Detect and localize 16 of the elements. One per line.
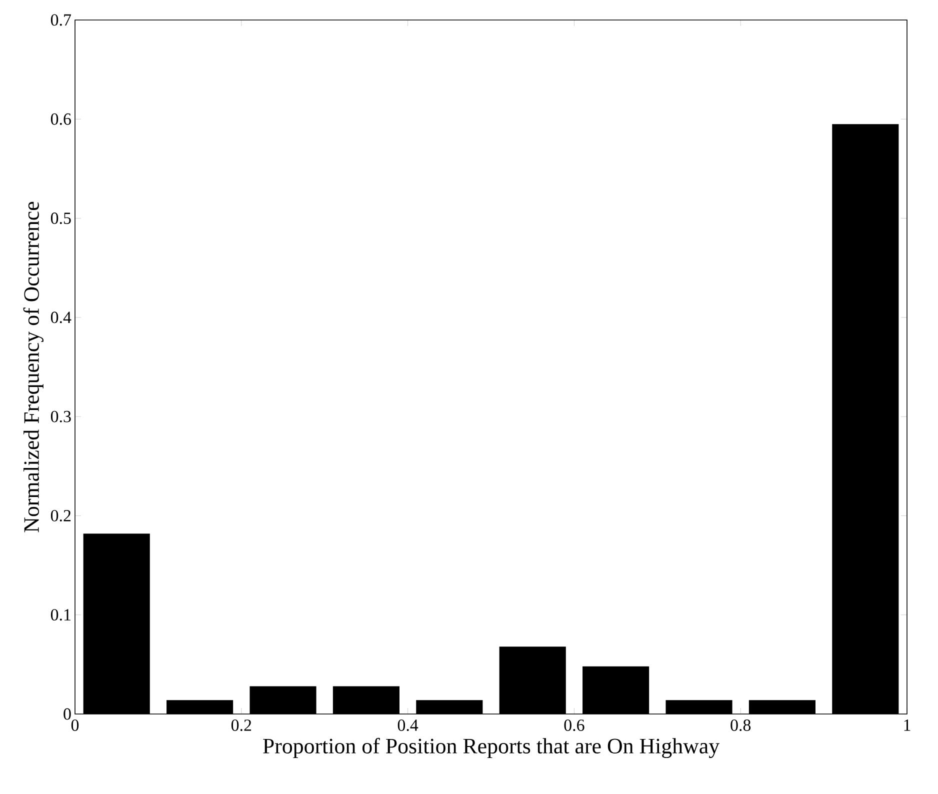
y-axis-title: Normalized Frequency of Occurrence	[23, 202, 44, 532]
y-tick-label: 0.7	[50, 14, 71, 26]
y-tick-label: 0.3	[50, 410, 71, 422]
y-tick-label: 0.2	[50, 510, 71, 522]
y-tick-label: 0.1	[50, 609, 70, 621]
x-tick-label: 0.8	[730, 720, 751, 732]
x-axis-title: Proportion of Position Reports that are On Highway	[263, 738, 720, 758]
y-tick-label: 0.5	[50, 212, 71, 224]
x-tick-label: 0	[71, 720, 79, 731]
y-tick-label: 0.6	[50, 113, 71, 125]
y-tick-label: 0	[64, 708, 71, 720]
x-tick-label: 0.6	[564, 720, 584, 732]
y-tick-label: 0.4	[50, 312, 72, 324]
x-tick-label: 1	[904, 720, 910, 731]
x-tick-label: 0.2	[231, 720, 252, 732]
x-tick-label: 0.4	[398, 720, 418, 732]
